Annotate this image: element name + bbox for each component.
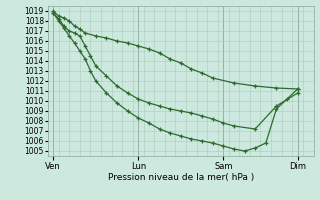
X-axis label: Pression niveau de la mer( hPa ): Pression niveau de la mer( hPa ) [108,173,254,182]
